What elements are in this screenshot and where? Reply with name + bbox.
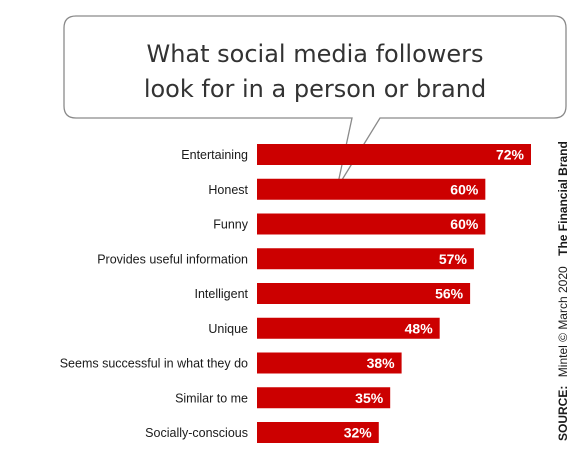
value-label: 35% [355,390,384,406]
bars [257,144,531,443]
category-label: Honest [208,183,248,197]
source-text: Mintel © March 2020 [556,266,570,377]
value-label: 60% [450,216,479,232]
category-label: Provides useful information [97,252,248,266]
bar [257,317,440,339]
category-label: Socially-conscious [145,426,248,440]
value-label: 60% [450,181,479,197]
value-label: 32% [344,425,373,441]
bar [257,387,391,409]
bar [257,283,471,304]
chart-title-line-1: What social media followers [146,40,483,68]
value-label: 56% [435,286,464,302]
bar [257,178,486,200]
value-label: 72% [496,147,525,163]
category-labels: Entertaining Honest Funny Provides useful i… [60,148,249,440]
value-labels: 72% 60% 60% 57% 56% 48% 38% 35% 32% [344,147,525,441]
source-prefix: SOURCE: [556,386,570,441]
bar [257,422,379,443]
bar [257,352,402,374]
category-label: Entertaining [181,148,248,162]
value-label: 48% [405,320,434,336]
value-label: 38% [367,355,396,371]
bar [257,213,486,235]
category-label: Funny [213,218,248,232]
value-label: 57% [439,251,468,267]
bar [257,248,474,270]
chart-title-line-2: look for in a person or brand [144,75,486,103]
source-brand: The Financial Brand [556,141,570,256]
category-label: Unique [208,322,248,336]
bar [257,144,531,165]
category-label: Similar to me [175,391,248,405]
category-label: Intelligent [194,287,248,301]
title-bubble: What social media followers look for in … [63,15,567,189]
source-note: SOURCE: Mintel © March 2020 The Financia… [554,141,571,441]
category-label: Seems successful in what they do [60,357,248,371]
